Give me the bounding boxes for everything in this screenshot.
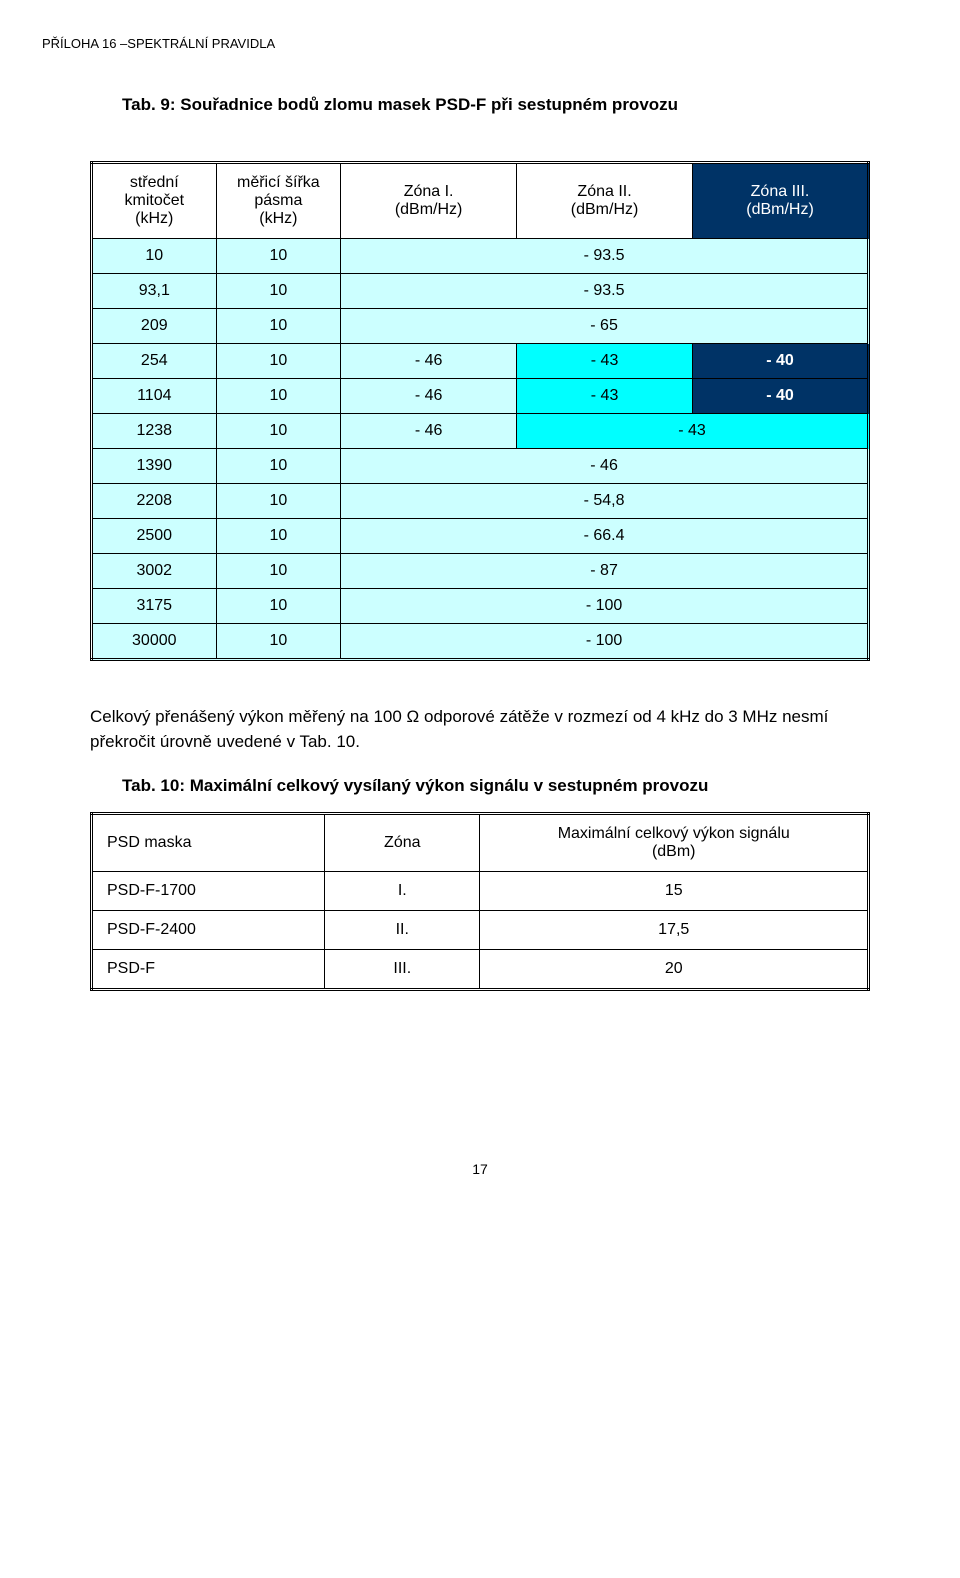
text: (kHz) [135, 210, 173, 227]
cell-khz: 254 [92, 344, 217, 379]
text: Zóna I. [404, 183, 454, 200]
table-row: 1238 10 - 46 - 43 [92, 414, 869, 449]
cell-v: - 100 [341, 624, 869, 660]
table-row: 2208 10 - 54,8 [92, 484, 869, 519]
cell-v: - 93.5 [341, 239, 869, 274]
cell-khz: 1390 [92, 449, 217, 484]
t9-h-z2: Zóna II. (dBm/Hz) [517, 163, 693, 239]
t10-h-zn: Zóna [325, 814, 480, 872]
cell-khz: 10 [92, 239, 217, 274]
cell-sir: 10 [216, 519, 341, 554]
cell-sir: 10 [216, 624, 341, 660]
cell-z1: - 46 [341, 414, 517, 449]
cell-z2: - 43 [517, 379, 693, 414]
cell-v: - 87 [341, 554, 869, 589]
cell-z23: - 43 [517, 414, 869, 449]
cell-mv: 20 [480, 950, 869, 990]
text: pásma [254, 192, 302, 209]
tab10-title: Tab. 10: Maximální celkový vysílaný výko… [122, 776, 870, 796]
text: (kHz) [259, 210, 297, 227]
table-row: 2500 10 - 66.4 [92, 519, 869, 554]
cell-sir: 10 [216, 274, 341, 309]
table-row: 1104 10 - 46 - 43 - 40 [92, 379, 869, 414]
text: kmitočet [124, 192, 184, 209]
t9-h-z3: Zóna III. (dBm/Hz) [693, 163, 869, 239]
text: (dBm) [652, 843, 696, 860]
cell-khz: 2500 [92, 519, 217, 554]
table-row: 30000 10 - 100 [92, 624, 869, 660]
table-10: PSD maska Zóna Maximální celkový výkon s… [90, 812, 870, 991]
cell-z1: - 46 [341, 344, 517, 379]
cell-v: - 93.5 [341, 274, 869, 309]
cell-mv: 15 [480, 872, 869, 911]
text: (dBm/Hz) [395, 201, 463, 218]
cell-sir: 10 [216, 554, 341, 589]
table-row: 10 10 - 93.5 [92, 239, 869, 274]
cell-v: - 66.4 [341, 519, 869, 554]
table-row: PSD-F-1700 I. 15 [92, 872, 869, 911]
text: (dBm/Hz) [746, 201, 814, 218]
t9-h-khz: střední kmitočet (kHz) [92, 163, 217, 239]
cell-sir: 10 [216, 484, 341, 519]
table-row: 254 10 - 46 - 43 - 40 [92, 344, 869, 379]
t10-h-mv: Maximální celkový výkon signálu (dBm) [480, 814, 869, 872]
header-note: PŘÍLOHA 16 –SPEKTRÁLNÍ PRAVIDLA [42, 36, 870, 51]
cell-v: - 100 [341, 589, 869, 624]
cell-khz: 93,1 [92, 274, 217, 309]
cell-pm: PSD-F-1700 [92, 872, 325, 911]
cell-khz: 2208 [92, 484, 217, 519]
table-row: PSD-F-2400 II. 17,5 [92, 911, 869, 950]
text: Zóna III. [751, 183, 810, 200]
cell-khz: 3002 [92, 554, 217, 589]
cell-v: - 54,8 [341, 484, 869, 519]
paragraph-power: Celkový přenášený výkon měřený na 100 Ω … [90, 705, 870, 754]
table-row: 3175 10 - 100 [92, 589, 869, 624]
cell-z3: - 40 [693, 344, 869, 379]
cell-zn: I. [325, 872, 480, 911]
tab9-title: Tab. 9: Souřadnice bodů zlomu masek PSD-… [122, 95, 870, 115]
page: PŘÍLOHA 16 –SPEKTRÁLNÍ PRAVIDLA Tab. 9: … [0, 0, 960, 1237]
cell-z1: - 46 [341, 379, 517, 414]
t10-h-pm: PSD maska [92, 814, 325, 872]
text: střední [130, 174, 179, 191]
cell-v: - 65 [341, 309, 869, 344]
table-row: 93,1 10 - 93.5 [92, 274, 869, 309]
text: Maximální celkový výkon signálu [558, 825, 790, 842]
cell-z2: - 43 [517, 344, 693, 379]
cell-sir: 10 [216, 589, 341, 624]
cell-khz: 3175 [92, 589, 217, 624]
page-number: 17 [90, 1161, 870, 1177]
text: (dBm/Hz) [571, 201, 639, 218]
table-9: střední kmitočet (kHz) měřicí šířka pásm… [90, 161, 870, 661]
table-row: 209 10 - 65 [92, 309, 869, 344]
cell-z3: - 40 [693, 379, 869, 414]
cell-khz: 1238 [92, 414, 217, 449]
text: měřicí šířka [237, 174, 320, 191]
cell-v: - 46 [341, 449, 869, 484]
table-row: 1390 10 - 46 [92, 449, 869, 484]
cell-sir: 10 [216, 379, 341, 414]
cell-khz: 30000 [92, 624, 217, 660]
text: Zóna II. [577, 183, 631, 200]
table-row: PSD-F III. 20 [92, 950, 869, 990]
table-row: 3002 10 - 87 [92, 554, 869, 589]
cell-pm: PSD-F [92, 950, 325, 990]
t9-h-sirka: měřicí šířka pásma (kHz) [216, 163, 341, 239]
cell-khz: 1104 [92, 379, 217, 414]
cell-zn: III. [325, 950, 480, 990]
cell-khz: 209 [92, 309, 217, 344]
cell-sir: 10 [216, 414, 341, 449]
cell-sir: 10 [216, 344, 341, 379]
cell-sir: 10 [216, 239, 341, 274]
cell-sir: 10 [216, 449, 341, 484]
cell-sir: 10 [216, 309, 341, 344]
cell-zn: II. [325, 911, 480, 950]
t9-h-z1: Zóna I. (dBm/Hz) [341, 163, 517, 239]
cell-mv: 17,5 [480, 911, 869, 950]
cell-pm: PSD-F-2400 [92, 911, 325, 950]
